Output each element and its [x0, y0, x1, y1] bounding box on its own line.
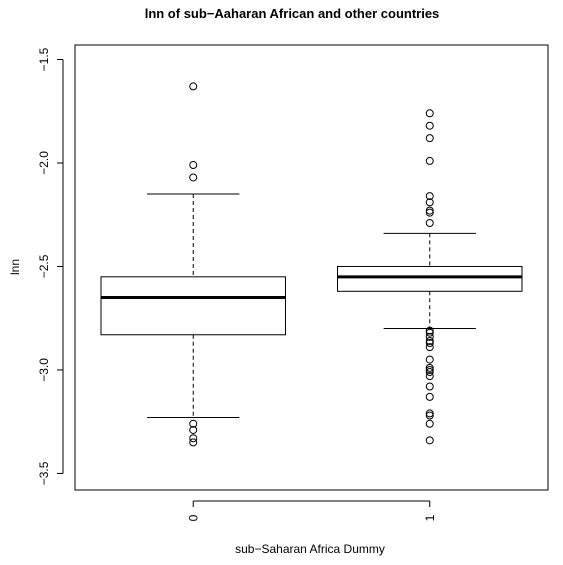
- outlier-point: [425, 109, 434, 118]
- outlier-point: [425, 134, 434, 143]
- outlier-point: [189, 173, 198, 182]
- y-tick-label: −2.0: [37, 151, 51, 175]
- y-axis: −1.5 −2.0 −2.5 −3.0 −3.5: [37, 47, 64, 485]
- x-axis-label: sub−Saharan Africa Dummy: [235, 542, 385, 556]
- chart-title: lnn of sub−Aaharan African and other cou…: [145, 6, 440, 21]
- outlier-point: [425, 419, 434, 428]
- outlier-point: [425, 328, 434, 337]
- outlier-point: [425, 332, 434, 341]
- outlier-point: [189, 161, 198, 170]
- outlier-point: [425, 363, 434, 372]
- y-tick-label: −2.5: [37, 254, 51, 278]
- outlier-point: [425, 343, 434, 352]
- x-tick-label: 0: [186, 514, 200, 521]
- outlier-point: [425, 411, 434, 420]
- outlier-point: [189, 434, 198, 443]
- outlier-point: [425, 368, 434, 377]
- box-group-1: [337, 109, 523, 445]
- outlier-point: [425, 219, 434, 227]
- box-iqr: [337, 265, 523, 292]
- outlier-point: [189, 438, 198, 447]
- outlier-point: [425, 326, 434, 335]
- outlier-point: [425, 382, 434, 391]
- outlier-point: [425, 372, 434, 381]
- plot-frame: [74, 44, 549, 491]
- outlier-point: [425, 355, 434, 364]
- box-group-0: [100, 82, 286, 447]
- outlier-point: [189, 419, 198, 428]
- y-tick-label: −1.5: [37, 47, 51, 71]
- outlier-point: [425, 208, 434, 217]
- outlier-point: [425, 436, 434, 445]
- outlier-point: [425, 336, 434, 345]
- outlier-point: [425, 198, 434, 207]
- y-axis-label: lnn: [8, 259, 22, 275]
- outlier-point: [425, 156, 434, 165]
- x-tick-label: 1: [423, 514, 437, 521]
- outlier-point: [425, 392, 434, 401]
- outlier-point: [425, 409, 434, 418]
- y-tick-label: −3.0: [37, 358, 51, 382]
- outlier-point: [425, 192, 434, 201]
- outlier-point: [189, 425, 198, 434]
- outlier-point: [425, 339, 434, 348]
- outlier-point: [425, 365, 434, 374]
- outlier-point: [425, 206, 434, 215]
- outlier-point: [189, 82, 198, 91]
- y-tick-label: −3.5: [37, 461, 51, 485]
- outlier-point: [425, 121, 434, 130]
- box-iqr: [100, 276, 286, 336]
- boxes: [100, 82, 523, 447]
